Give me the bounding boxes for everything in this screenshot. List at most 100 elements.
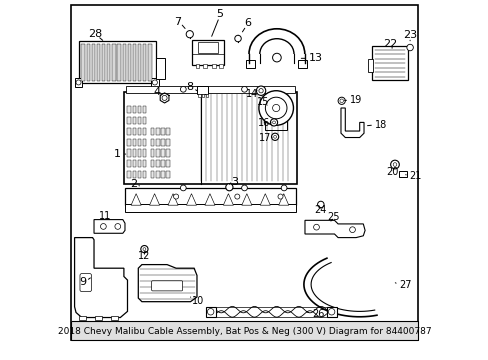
FancyBboxPatch shape — [151, 281, 182, 291]
Bar — [203, 64, 206, 68]
Circle shape — [392, 163, 396, 166]
Bar — [161, 139, 164, 146]
Bar — [127, 44, 131, 81]
Circle shape — [180, 185, 186, 191]
Bar — [137, 117, 141, 124]
Circle shape — [272, 53, 281, 62]
Bar — [142, 128, 146, 135]
Bar — [371, 46, 407, 80]
Bar — [71, 321, 417, 340]
Bar — [132, 106, 136, 113]
Polygon shape — [204, 194, 215, 205]
Circle shape — [101, 224, 106, 229]
Bar — [156, 128, 159, 135]
Circle shape — [339, 99, 343, 103]
Circle shape — [76, 80, 81, 85]
Text: 9: 9 — [80, 277, 86, 287]
Circle shape — [207, 309, 213, 315]
Polygon shape — [241, 194, 251, 205]
Bar — [127, 106, 131, 113]
Bar — [142, 139, 146, 146]
Bar — [107, 44, 110, 81]
Bar — [166, 171, 169, 178]
Bar — [198, 42, 218, 53]
Bar — [132, 160, 136, 167]
Circle shape — [162, 95, 167, 100]
Bar — [326, 307, 336, 317]
Bar — [197, 86, 208, 94]
Text: 17: 17 — [259, 133, 271, 143]
Circle shape — [234, 35, 241, 42]
Bar — [132, 117, 136, 124]
Bar — [125, 188, 295, 205]
Text: 25: 25 — [327, 212, 339, 222]
Bar — [156, 149, 159, 157]
Text: 18: 18 — [374, 120, 386, 130]
Circle shape — [241, 86, 247, 92]
Bar — [192, 40, 224, 65]
Text: 14: 14 — [246, 89, 258, 99]
Bar — [137, 106, 141, 113]
Text: 28: 28 — [88, 29, 102, 39]
Bar — [151, 128, 154, 135]
Bar — [151, 78, 159, 87]
Bar — [79, 41, 156, 83]
Bar — [127, 171, 131, 178]
Bar — [198, 94, 200, 97]
Polygon shape — [260, 194, 270, 205]
Polygon shape — [186, 194, 196, 205]
Bar — [132, 128, 136, 135]
Circle shape — [313, 224, 319, 230]
Circle shape — [337, 97, 345, 104]
Text: 1: 1 — [114, 149, 121, 159]
Bar — [298, 60, 307, 68]
Text: 5: 5 — [215, 9, 223, 19]
Bar — [166, 160, 169, 167]
FancyBboxPatch shape — [80, 274, 91, 292]
Text: 2: 2 — [130, 179, 137, 189]
Circle shape — [277, 194, 283, 199]
Bar — [166, 139, 169, 146]
Polygon shape — [305, 220, 365, 238]
Bar — [137, 171, 141, 178]
Bar — [161, 160, 164, 167]
Text: 27: 27 — [399, 280, 411, 290]
Circle shape — [241, 185, 247, 191]
Bar — [75, 78, 82, 87]
Bar — [156, 160, 159, 167]
Circle shape — [281, 185, 286, 191]
Circle shape — [152, 80, 157, 85]
Bar — [161, 128, 164, 135]
Bar — [148, 44, 151, 81]
Circle shape — [349, 227, 355, 233]
Text: 4: 4 — [154, 87, 161, 97]
Text: 26: 26 — [311, 309, 324, 319]
Polygon shape — [278, 194, 288, 205]
Bar — [143, 44, 146, 81]
Bar — [125, 204, 295, 212]
Polygon shape — [138, 265, 197, 302]
Text: 15: 15 — [257, 97, 269, 107]
Bar — [142, 106, 146, 113]
Polygon shape — [149, 194, 159, 205]
Circle shape — [272, 104, 279, 112]
Polygon shape — [340, 108, 363, 138]
Bar — [127, 128, 131, 135]
Circle shape — [258, 89, 263, 93]
Polygon shape — [75, 238, 127, 318]
Text: 20: 20 — [386, 167, 398, 177]
Bar — [122, 44, 125, 81]
Text: 2018 Chevy Malibu Cable Assembly, Bat Pos & Neg (300 V) Diagram for 84400787: 2018 Chevy Malibu Cable Assembly, Bat Po… — [58, 327, 430, 336]
Text: 16: 16 — [258, 118, 270, 129]
Circle shape — [142, 248, 145, 251]
Circle shape — [328, 309, 334, 315]
Bar — [132, 171, 136, 178]
Bar — [202, 94, 204, 97]
Bar — [127, 139, 131, 146]
Bar — [97, 44, 100, 81]
Text: 11: 11 — [99, 211, 111, 221]
Bar — [142, 149, 146, 157]
Bar — [265, 119, 286, 130]
Bar — [71, 321, 417, 340]
Circle shape — [273, 135, 276, 138]
